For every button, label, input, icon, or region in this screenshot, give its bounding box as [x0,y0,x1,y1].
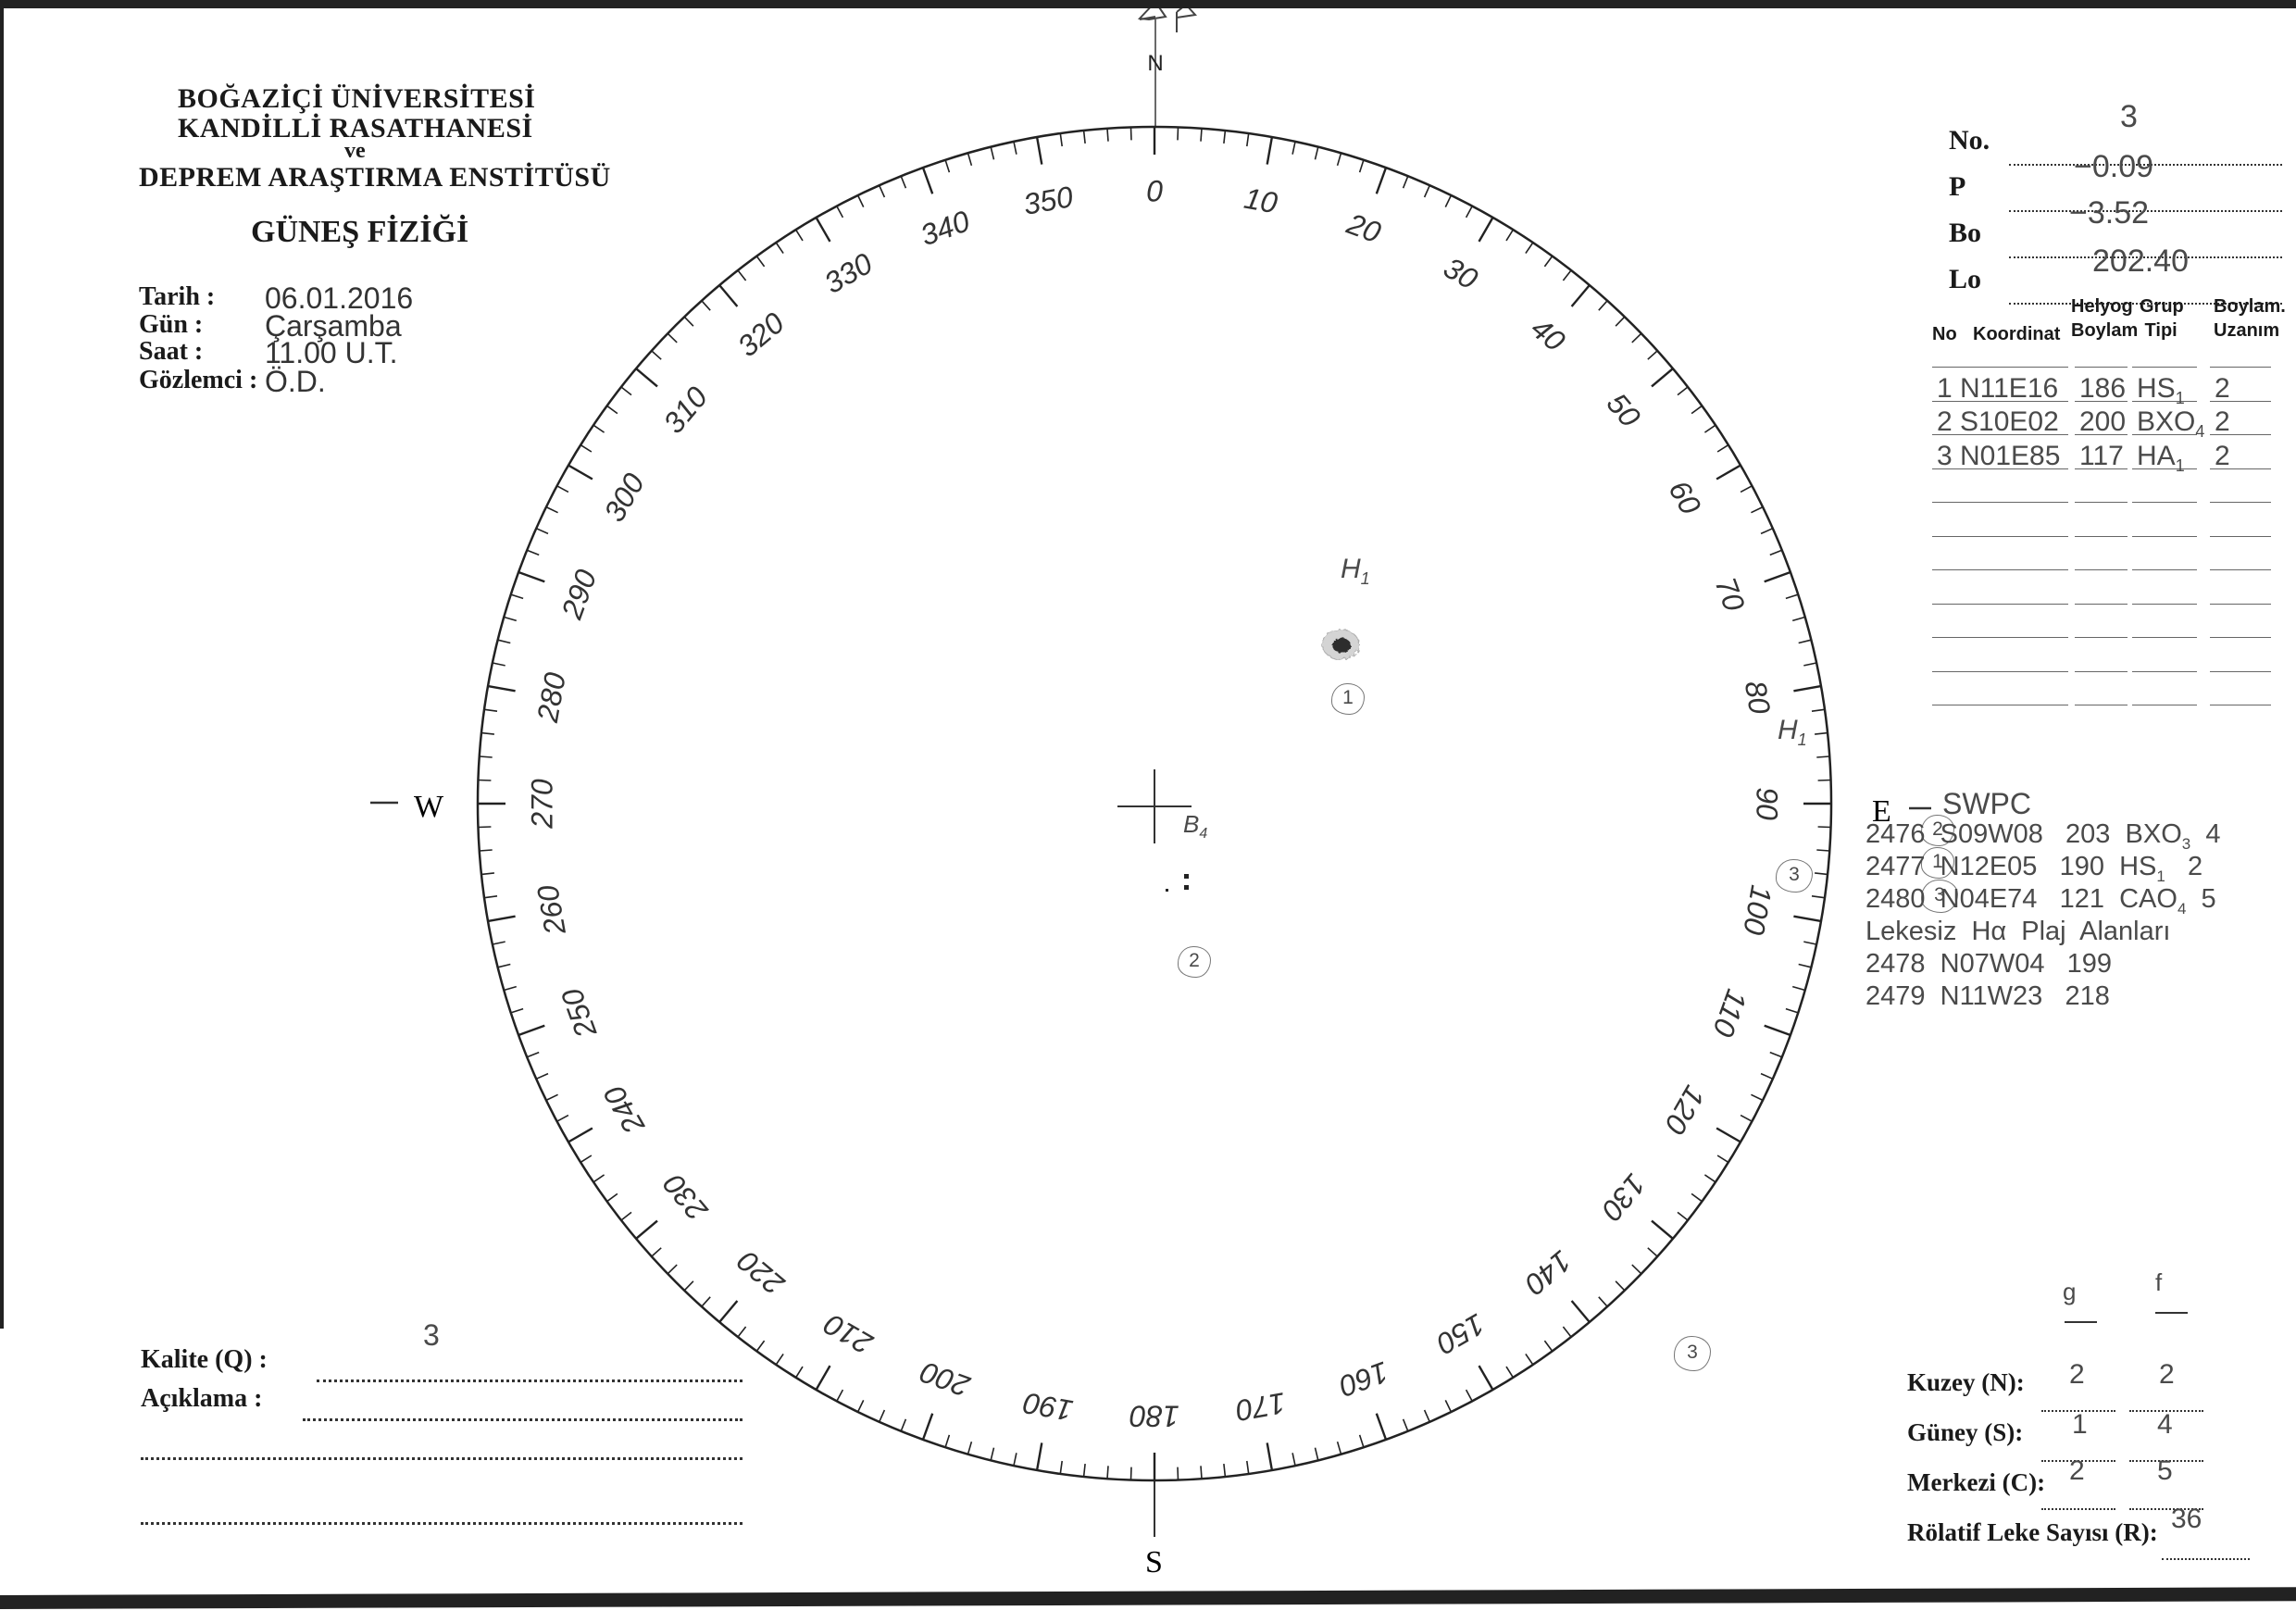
svg-text:120: 120 [1658,1080,1712,1140]
svg-text:260: 260 [530,882,572,938]
svg-text:250: 250 [555,984,604,1043]
svg-text:210: 210 [818,1307,879,1361]
svg-text:80: 80 [1739,679,1778,718]
svg-text:330: 330 [818,246,878,300]
svg-text:350: 350 [1021,180,1076,221]
svg-text:30: 30 [1438,251,1483,296]
svg-text:170: 170 [1233,1386,1288,1428]
svg-text:280: 280 [530,670,572,726]
svg-text:0: 0 [1146,174,1163,207]
svg-text:150: 150 [1430,1307,1490,1361]
svg-text:190: 190 [1021,1386,1076,1428]
svg-text:180: 180 [1129,1400,1179,1433]
svg-text:100: 100 [1737,882,1778,937]
svg-text:200: 200 [916,1355,975,1405]
svg-text:70: 70 [1709,573,1752,616]
svg-text:60: 60 [1662,475,1707,520]
svg-text:140: 140 [1518,1244,1578,1302]
svg-text:290: 290 [555,565,604,624]
svg-text:20: 20 [1341,206,1385,249]
svg-text:320: 320 [731,306,791,363]
svg-text:230: 230 [656,1167,715,1228]
svg-text:50: 50 [1601,387,1648,434]
svg-text:160: 160 [1335,1355,1393,1404]
svg-text:90: 90 [1751,787,1784,820]
svg-text:130: 130 [1595,1167,1653,1227]
svg-text:220: 220 [731,1244,792,1303]
svg-text:310: 310 [656,381,714,440]
svg-text:240: 240 [597,1080,651,1140]
svg-text:110: 110 [1706,985,1753,1041]
svg-text:40: 40 [1525,311,1572,358]
svg-text:10: 10 [1242,181,1280,220]
svg-text:300: 300 [597,468,651,527]
svg-text:270: 270 [525,779,558,830]
svg-text:340: 340 [916,204,974,252]
